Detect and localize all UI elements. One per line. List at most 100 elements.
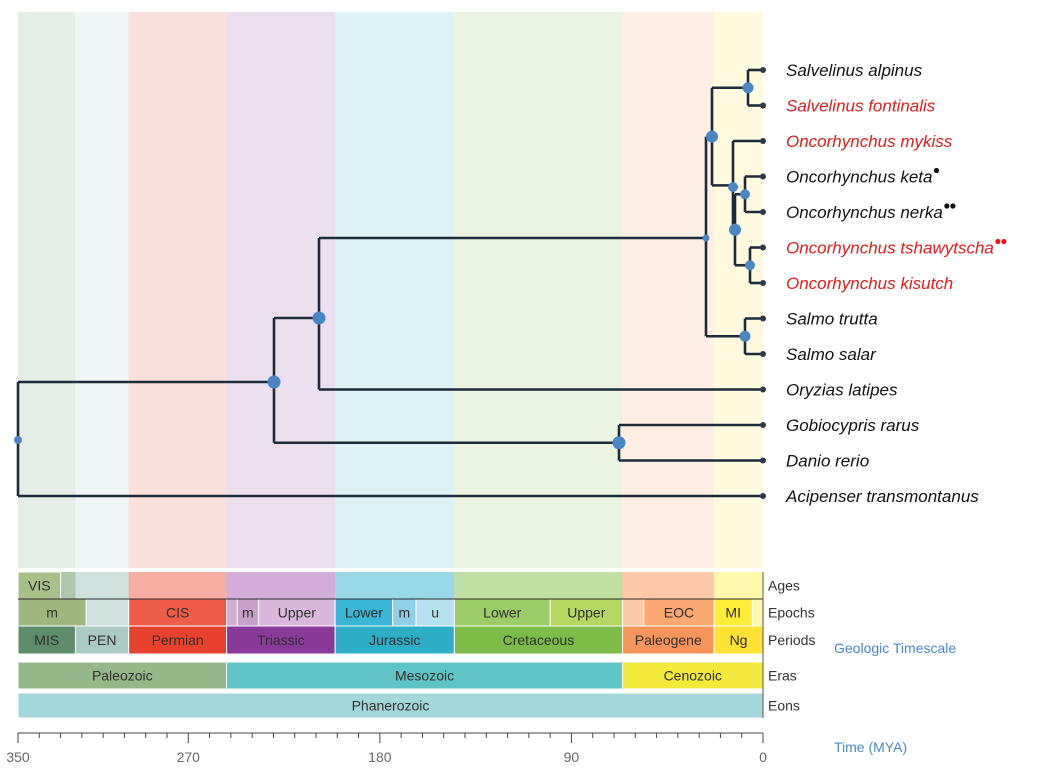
taxon-label: Salmo salar xyxy=(786,345,877,364)
period-label: Ng xyxy=(730,632,748,648)
period-label: MIS xyxy=(34,632,59,648)
period-cell xyxy=(622,625,715,655)
epoch-cell xyxy=(713,598,753,627)
period-band-jurassic xyxy=(335,12,455,568)
node-dot xyxy=(742,82,754,94)
taxon-marker-dot xyxy=(944,203,950,209)
period-cell xyxy=(74,625,130,655)
eon-label: Phanerozoic xyxy=(352,698,430,714)
node-dot xyxy=(739,330,751,342)
axis-title: Time (MYA) xyxy=(834,739,907,755)
era-label: Paleozoic xyxy=(92,668,153,684)
tip-dot xyxy=(760,102,766,109)
epoch-label: u xyxy=(431,605,439,621)
era-cell xyxy=(622,661,764,690)
period-band-cretaceous xyxy=(454,12,623,568)
period-label: PEN xyxy=(88,632,117,648)
era-cell xyxy=(226,661,624,690)
axis-tick-label: 350 xyxy=(6,749,30,765)
period-band-triassic xyxy=(226,12,336,568)
era-label: Cenozoic xyxy=(664,668,722,684)
tip-dot xyxy=(760,493,766,499)
epoch-cell xyxy=(17,598,87,627)
timescale-row-label-eras: Eras xyxy=(768,668,797,684)
taxon-label: Salmo trutta xyxy=(786,310,878,329)
tip-dot xyxy=(760,244,766,251)
period-cell xyxy=(334,625,455,655)
epoch-label: m xyxy=(398,605,410,621)
timescale-row-label-epochs: Epochs xyxy=(768,605,815,621)
period-label: Permian xyxy=(152,632,204,648)
period-cell xyxy=(713,625,764,655)
period-label: Paleogene xyxy=(635,632,702,648)
tip-dot xyxy=(760,67,766,73)
epoch-cell xyxy=(415,598,455,627)
taxon-label: Oncorhynchus tshawytscha xyxy=(786,239,994,258)
taxon-label: Oncorhynchus mykiss xyxy=(786,132,953,151)
epoch-label: MI xyxy=(725,605,741,621)
period-band-pen xyxy=(75,12,129,568)
epoch-label: EOC xyxy=(664,605,694,621)
tip-dot xyxy=(760,138,766,144)
epoch-label: Lower xyxy=(345,605,383,621)
epoch-label: m xyxy=(242,605,254,621)
period-band-mis xyxy=(18,12,76,568)
taxon-label: Oncorhynchus kisutch xyxy=(786,274,953,293)
period-cell xyxy=(226,625,336,655)
node-dot xyxy=(702,234,710,242)
tip-dot xyxy=(760,209,766,215)
node-dot xyxy=(706,130,718,143)
timescale-row-label-eons: Eons xyxy=(768,698,800,714)
phylogenetic-tree xyxy=(14,67,766,499)
timescale-row-label-ages: Ages xyxy=(768,578,800,594)
era-label: Mesozoic xyxy=(395,668,454,684)
node-dot xyxy=(729,223,741,236)
axis-tick-label: 90 xyxy=(564,749,580,765)
period-cell xyxy=(17,625,76,655)
node-dot xyxy=(312,311,326,325)
axis-tick-label: 180 xyxy=(368,749,392,765)
taxon-marker-dot xyxy=(950,203,956,209)
taxon-label: Oncorhynchus keta xyxy=(786,168,932,187)
taxon-marker-dot xyxy=(1001,238,1007,245)
tip-dot xyxy=(760,351,766,357)
tip-dot xyxy=(760,280,766,286)
node-dot xyxy=(14,436,22,444)
tip-dot xyxy=(760,457,766,464)
epoch-cell xyxy=(128,598,228,627)
period-cell xyxy=(128,625,228,655)
epoch-label: Upper xyxy=(567,605,605,621)
period-band-ng xyxy=(714,12,763,568)
taxon-label: Oryzias latipes xyxy=(786,381,898,400)
taxon-labels: Salvelinus alpinus Salvelinus fontinalis O… xyxy=(785,61,1007,506)
background-period-bands xyxy=(18,12,763,568)
period-label: Cretaceous xyxy=(503,632,575,648)
time-axis: 350 270 180 90 0 Time (MYA) xyxy=(6,732,907,765)
tip-dot xyxy=(760,173,766,180)
epoch-label: Lower xyxy=(483,605,521,621)
node-dot xyxy=(612,436,626,450)
timescale-row-label-periods: Periods xyxy=(768,632,815,648)
axis-tick-label: 270 xyxy=(177,749,201,765)
node-dot xyxy=(267,375,281,389)
node-dot xyxy=(745,260,755,271)
taxon-label: Acipenser transmontanus xyxy=(785,487,979,506)
taxon-label: Salvelinus fontinalis xyxy=(786,97,936,116)
tip-dot xyxy=(760,315,766,322)
taxon-label: Oncorhynchus nerka xyxy=(786,203,943,222)
epoch-label: m xyxy=(46,605,58,621)
period-cell xyxy=(453,625,624,655)
axis-tick-label: 0 xyxy=(759,749,767,765)
period-band-permian xyxy=(128,12,227,568)
epoch-cell xyxy=(258,598,336,627)
taxon-marker-dot xyxy=(933,167,940,174)
geologic-timescale-label: Geologic Timescale xyxy=(834,640,956,656)
epoch-label: Upper xyxy=(278,605,316,621)
period-label: Jurassic xyxy=(369,632,420,648)
node-dot xyxy=(740,189,750,200)
taxon-label: Danio rerio xyxy=(786,452,869,471)
period-label: Triassic xyxy=(257,632,305,648)
